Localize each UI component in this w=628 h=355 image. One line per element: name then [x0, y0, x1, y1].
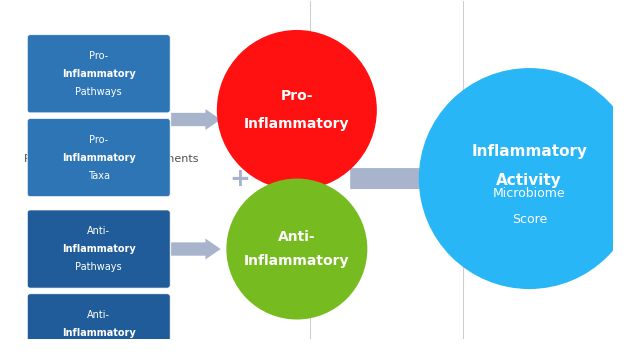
FancyBboxPatch shape — [27, 210, 170, 288]
Text: Pathways: Pathways — [75, 262, 122, 272]
Text: Inflammatory: Inflammatory — [62, 153, 136, 163]
Text: Pro-: Pro- — [89, 51, 108, 61]
Text: Final User Score: Final User Score — [487, 154, 577, 164]
Text: Inflammatory: Inflammatory — [62, 69, 136, 79]
Text: Anti-: Anti- — [87, 226, 111, 236]
Text: Pro-: Pro- — [281, 89, 313, 103]
Text: Inflammatory: Inflammatory — [244, 117, 350, 131]
Text: Pathway and Taxa Components: Pathway and Taxa Components — [24, 154, 199, 164]
FancyArrow shape — [350, 162, 449, 196]
Circle shape — [226, 179, 367, 320]
Text: Score: Score — [512, 213, 547, 226]
Text: Taxa: Taxa — [88, 171, 110, 181]
Text: Inflammatory: Inflammatory — [244, 255, 350, 268]
Text: Anti-: Anti- — [87, 310, 111, 320]
Text: Activity: Activity — [496, 174, 562, 189]
Text: +: + — [229, 166, 250, 191]
Text: Inflammatory: Inflammatory — [62, 328, 136, 338]
FancyBboxPatch shape — [27, 35, 170, 113]
FancyBboxPatch shape — [27, 294, 170, 355]
Text: Taxa: Taxa — [88, 346, 110, 355]
Text: Microbiome: Microbiome — [493, 187, 566, 200]
Text: Pathways: Pathways — [75, 87, 122, 97]
Text: Inflammatory: Inflammatory — [62, 244, 136, 254]
FancyArrow shape — [171, 239, 220, 260]
Text: Inflammatory: Inflammatory — [471, 144, 587, 159]
FancyBboxPatch shape — [27, 119, 170, 197]
Text: Pro-: Pro- — [89, 135, 108, 144]
FancyArrow shape — [171, 109, 220, 130]
Text: Anti-: Anti- — [278, 230, 316, 244]
Circle shape — [419, 68, 628, 289]
Circle shape — [217, 30, 377, 190]
Text: Categories: Categories — [267, 154, 327, 164]
